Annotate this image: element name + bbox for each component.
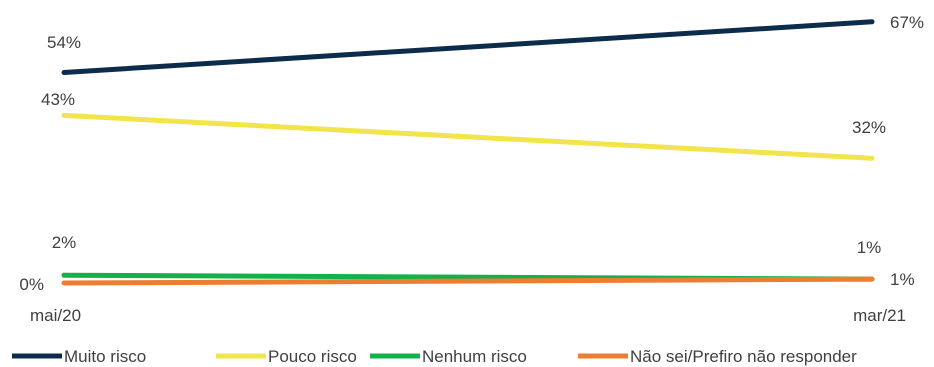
data-label: 67% bbox=[890, 13, 924, 32]
legend-item-nenhum-risco: Nenhum risco bbox=[370, 347, 527, 366]
data-label: 2% bbox=[52, 233, 77, 252]
legend-label: Nenhum risco bbox=[422, 347, 527, 366]
x-tick-label: mar/21 bbox=[853, 306, 906, 325]
legend-item-pouco-risco: Pouco risco bbox=[216, 347, 357, 366]
data-label-layer: 54% 67% 43% 32% 2% 1% 1% bbox=[41, 13, 924, 289]
legend-label: Muito risco bbox=[64, 347, 146, 366]
data-label: 54% bbox=[47, 33, 81, 52]
data-label: 1% bbox=[857, 238, 882, 257]
series-line-nao-sei-prefiro-nao-responder bbox=[61, 276, 875, 286]
x-tick-label: mai/20 bbox=[30, 306, 81, 325]
legend-label: Pouco risco bbox=[268, 347, 357, 366]
data-label: 43% bbox=[41, 90, 75, 109]
axis-layer: 0% mai/20 mar/21 bbox=[19, 275, 906, 325]
legend: Muito risco Pouco risco Nenhum risco Não se… bbox=[12, 347, 857, 366]
series-line-muito-risco bbox=[61, 19, 875, 75]
legend-label: Não sei/Prefiro não responder bbox=[630, 347, 857, 366]
data-label: 32% bbox=[852, 118, 886, 137]
series-line-pouco-risco bbox=[61, 112, 875, 161]
series-layer bbox=[61, 19, 875, 286]
legend-item-muito-risco: Muito risco bbox=[12, 347, 146, 366]
y-tick-label: 0% bbox=[19, 275, 44, 294]
legend-item-nao-sei-prefiro-nao-responder: Não sei/Prefiro não responder bbox=[578, 347, 857, 366]
data-label: 1% bbox=[890, 270, 915, 289]
